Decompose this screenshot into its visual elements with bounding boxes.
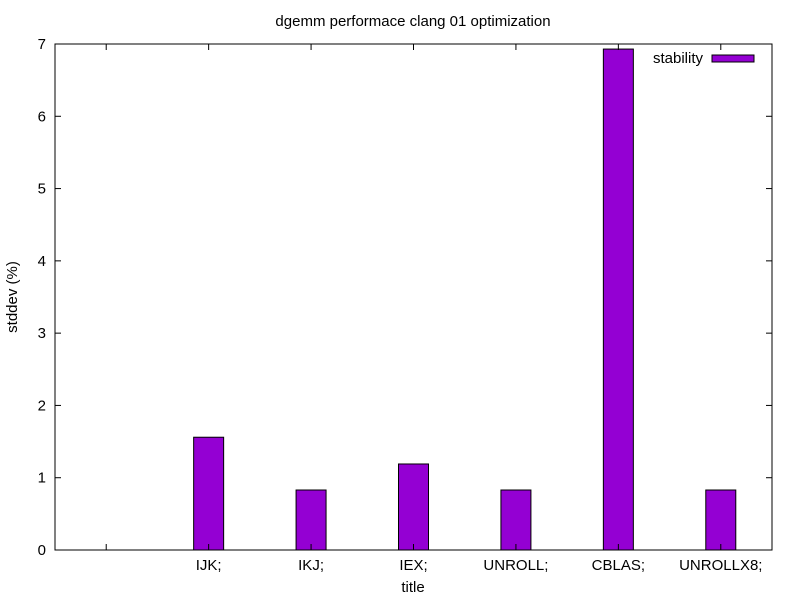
bar-unrollx8 [705,489,737,551]
legend-swatch-stability [711,54,755,63]
y-tick-label: 4 [38,253,46,270]
chart-title: dgemm performace clang 01 optimization [275,13,550,30]
bar-iex [398,463,429,551]
y-tick-label: 1 [38,470,46,487]
x-tick-label: IJK; [196,557,222,574]
x-tick-label: IEX; [399,557,427,574]
x-tick-label: UNROLLX8; [679,557,762,574]
bar-cblas [602,48,634,551]
y-tick-label: 7 [38,36,46,53]
x-tick-label: UNROLL; [483,557,548,574]
y-tick-label: 6 [38,108,46,125]
y-axis-label: stddev (%) [4,261,21,333]
y-tick-label: 3 [38,325,46,342]
y-tick-label: 5 [38,181,46,198]
bar-unroll [500,489,532,551]
bars-layer [193,48,737,551]
bar-ijk [193,436,225,551]
y-tick-label: 2 [38,397,46,414]
y-ticks-layer: 0 1 2 3 4 5 6 7 [38,36,772,559]
x-ticks-layer: IJK; IKJ; IEX; UNROLL; CBLAS; UNROLLX8; [105,44,762,574]
legend: stability [653,50,755,67]
legend-label-stability: stability [653,50,704,67]
x-tick-label: IKJ; [298,557,324,574]
x-tick-label: CBLAS; [592,557,645,574]
bar-ikj [295,489,327,551]
y-tick-label: 0 [38,542,46,559]
x-axis-label: title [401,579,424,596]
